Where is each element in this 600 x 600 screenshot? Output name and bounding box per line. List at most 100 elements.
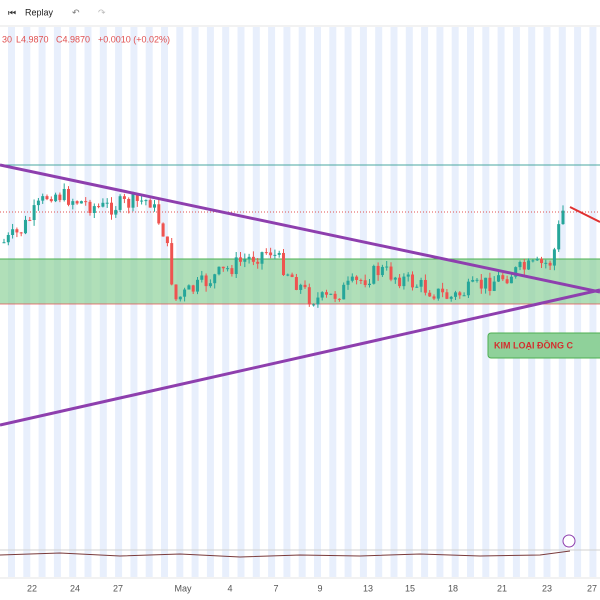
trend-line-upper — [0, 163, 600, 294]
candle-body — [6, 234, 10, 243]
x-tick-label: 13 — [363, 583, 373, 593]
candle-body — [312, 304, 316, 306]
candle-body — [342, 284, 346, 300]
candle-body — [217, 266, 221, 275]
candle-body — [454, 292, 457, 297]
candle-body — [24, 219, 27, 234]
candle-body — [92, 206, 96, 213]
candle-body — [350, 276, 354, 281]
candle-body — [411, 274, 414, 288]
candle-body — [363, 280, 367, 286]
x-tick-label: 18 — [448, 583, 458, 593]
undo[interactable]: ↶ — [72, 7, 80, 17]
x-tick-label: May — [174, 583, 192, 593]
candle-body — [62, 188, 66, 201]
candle-body — [243, 259, 247, 262]
candle-body — [28, 219, 32, 221]
candle-body — [79, 201, 83, 204]
candle-body — [299, 284, 303, 290]
candle-body — [131, 193, 135, 208]
candle-body — [518, 262, 522, 268]
candle-body — [552, 249, 556, 266]
candle-body — [161, 223, 165, 237]
candle-body — [19, 232, 23, 234]
candle-body — [325, 292, 328, 295]
replay-button[interactable]: Replay — [25, 7, 54, 17]
candle-body — [294, 277, 298, 290]
candle-body — [239, 257, 242, 262]
candle-body — [148, 200, 152, 208]
candle-body — [479, 279, 483, 289]
candle-body — [561, 210, 565, 225]
trend-line-lower — [0, 288, 600, 427]
candle-body — [153, 204, 156, 208]
candle-body — [260, 252, 264, 264]
candle-body — [432, 296, 436, 299]
candle-body — [389, 266, 393, 280]
candle-body — [58, 194, 62, 201]
annotation-box — [487, 332, 600, 359]
candle-body — [118, 196, 122, 210]
candle-body — [101, 202, 105, 207]
redo[interactable]: ↷ — [98, 7, 106, 17]
x-tick-label: 9 — [317, 583, 322, 593]
x-tick-label: 15 — [405, 583, 415, 593]
candle-body — [544, 262, 548, 264]
candle-body — [372, 265, 376, 284]
candle-body — [402, 276, 406, 287]
candle-body — [501, 275, 505, 280]
candle-body — [234, 257, 238, 275]
candle-body — [458, 292, 462, 296]
candle-body — [213, 274, 217, 284]
candle-body — [548, 262, 552, 266]
candle-body — [226, 268, 230, 270]
candle-body — [514, 267, 518, 277]
candle-body — [419, 279, 423, 287]
candle-body — [2, 242, 6, 244]
candle-body — [368, 283, 371, 286]
candle-body — [36, 200, 40, 206]
candle-body — [522, 262, 526, 270]
replay-icon[interactable]: ⏮ — [8, 7, 16, 17]
candle-body — [122, 196, 126, 199]
candle-body — [157, 204, 161, 224]
candle-body — [505, 279, 509, 284]
candle-body — [329, 293, 333, 295]
candle-body — [45, 196, 49, 200]
candle-body — [376, 265, 380, 276]
candle-body — [204, 275, 208, 287]
x-tick-label: 21 — [497, 583, 507, 593]
candle-body — [84, 201, 88, 203]
candle-body — [144, 200, 148, 202]
candle-body — [230, 268, 234, 275]
candle-body — [290, 274, 294, 278]
candle-body — [170, 243, 174, 285]
alert-icon[interactable] — [562, 534, 576, 548]
candle-body — [475, 279, 479, 281]
candle-body — [32, 205, 36, 221]
candle-body — [71, 201, 75, 205]
candle-body — [273, 254, 277, 256]
candle-body — [256, 261, 260, 264]
candle-body — [380, 266, 384, 276]
candle-body — [488, 277, 492, 291]
legend-change: +0.0010 (+0.02%) — [98, 34, 170, 44]
candle-body — [174, 284, 178, 300]
candle-body — [110, 202, 113, 215]
candle-body — [286, 274, 290, 276]
candle-body — [105, 202, 109, 204]
candle-body — [415, 286, 419, 288]
candle-body — [436, 288, 440, 299]
candle-body — [423, 279, 427, 293]
legend-time: 30 — [2, 34, 12, 44]
candle-body — [509, 276, 513, 284]
candle-body — [557, 224, 561, 250]
x-tick-label: 27 — [587, 583, 597, 593]
candle-body — [531, 260, 535, 262]
candle-body — [114, 209, 118, 215]
candle-body — [471, 279, 475, 282]
candle-body — [135, 193, 139, 201]
candle-body — [282, 252, 285, 276]
candle-body — [54, 194, 58, 202]
